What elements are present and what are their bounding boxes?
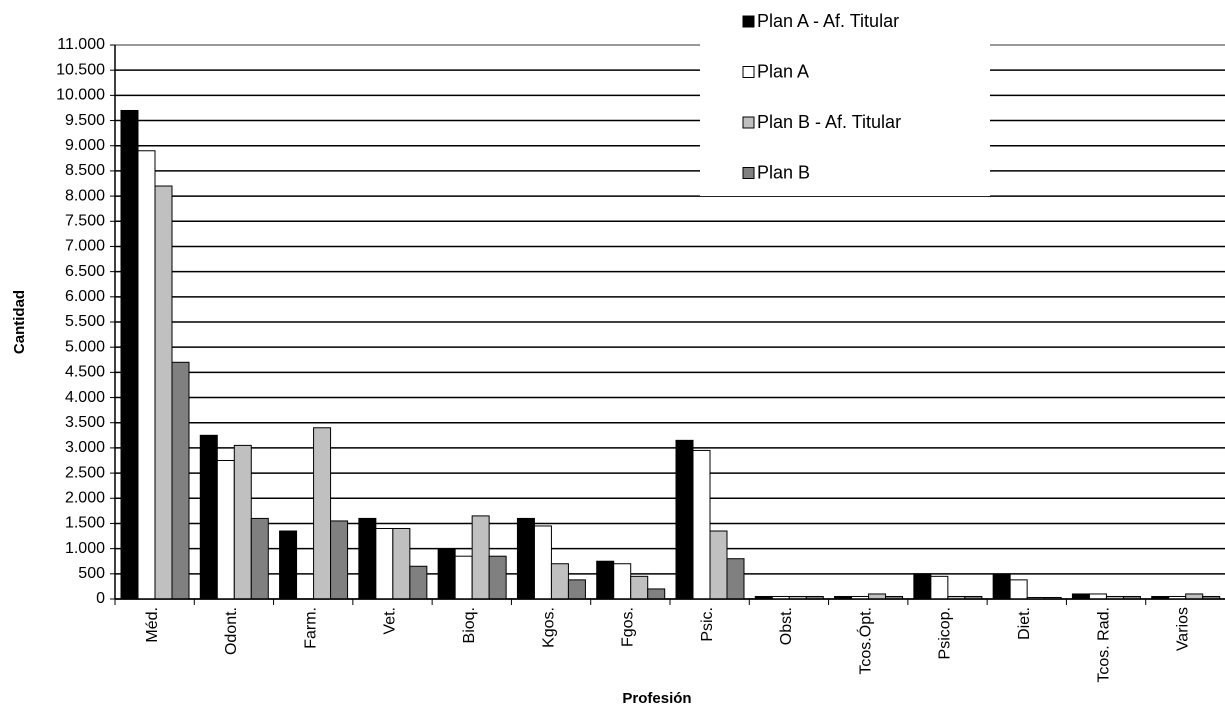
- bar: [154, 185, 173, 600]
- x-tick-label: Farm.: [302, 607, 319, 649]
- y-tick-label: 5.500: [65, 313, 105, 330]
- bar: [358, 517, 377, 600]
- y-tick-label: 0: [96, 590, 105, 607]
- x-tick-label: Diet.: [1016, 607, 1033, 640]
- x-tick-label: Bioq.: [461, 607, 478, 643]
- bar: [533, 525, 552, 600]
- x-tick-label: Tcos. Rad.: [1095, 607, 1112, 683]
- y-tick-label: 1.000: [65, 540, 105, 557]
- bar: [199, 434, 218, 600]
- bar: [1009, 579, 1028, 600]
- bar: [1088, 593, 1107, 600]
- bar: [488, 555, 507, 600]
- bar: [120, 109, 139, 600]
- x-tick-label: Kgos.: [540, 607, 557, 648]
- y-tick-label: 1.500: [65, 515, 105, 532]
- bar: [409, 565, 428, 600]
- bar: [550, 563, 569, 600]
- bar: [596, 560, 615, 600]
- y-tick-label: 9.500: [65, 112, 105, 129]
- y-axis-title: Cantidad: [11, 290, 28, 354]
- legend-label: Plan A - Af. Titular: [757, 11, 899, 31]
- y-tick-label: 10.000: [56, 87, 105, 104]
- legend-swatch: [742, 167, 755, 179]
- y-tick-label: 500: [78, 565, 105, 582]
- y-tick-label: 8.000: [65, 187, 105, 204]
- y-tick-label: 10.500: [56, 61, 105, 78]
- x-axis-title: Profesión: [622, 690, 691, 707]
- y-tick-label: 2.000: [65, 489, 105, 506]
- bar: [692, 449, 711, 600]
- bar: [647, 588, 666, 600]
- y-tick-label: 6.500: [65, 263, 105, 280]
- y-tick-label: 8.500: [65, 162, 105, 179]
- y-tick-label: 3.500: [65, 414, 105, 431]
- bar: [516, 517, 535, 600]
- bar: [930, 575, 949, 600]
- bar: [630, 575, 649, 600]
- bar: [250, 517, 269, 600]
- legend-label: Plan A: [757, 61, 809, 81]
- legend-box: [700, 0, 990, 196]
- x-tick-label: Tcos.Ópt.: [855, 607, 874, 675]
- bar: [454, 555, 473, 600]
- bar: [171, 361, 190, 600]
- y-tick-label: 4.500: [65, 364, 105, 381]
- bar: [330, 520, 349, 600]
- legend-swatch: [742, 15, 755, 28]
- legend-label: Plan B: [757, 162, 810, 182]
- y-tick-label: 5.000: [65, 338, 105, 355]
- x-tick-label: Obst.: [778, 607, 795, 645]
- bar: [613, 563, 632, 600]
- y-tick-label: 2.500: [65, 464, 105, 481]
- bar: [1071, 593, 1090, 600]
- bar: [675, 439, 694, 600]
- bar: [471, 515, 490, 600]
- legend-swatch: [742, 66, 755, 78]
- x-tick-label: Vet.: [382, 607, 399, 635]
- x-tick-label: Méd.: [144, 607, 161, 643]
- bar: [709, 530, 728, 600]
- y-tick-label: 3.000: [65, 439, 105, 456]
- bar: [279, 530, 298, 600]
- x-tick-label: Odont.: [223, 607, 240, 655]
- y-tick-label: 4.000: [65, 389, 105, 406]
- bar: [1185, 593, 1204, 600]
- bar: [437, 548, 456, 600]
- x-tick-label: Psic.: [699, 607, 716, 642]
- x-tick-label: Fgos.: [620, 607, 637, 647]
- bar: [726, 558, 745, 600]
- bar: [392, 527, 411, 600]
- bar: [137, 150, 156, 600]
- legend-swatch: [742, 116, 755, 129]
- bar: [216, 460, 235, 600]
- y-tick-label: 11.000: [57, 36, 105, 53]
- bar: [375, 527, 394, 600]
- bar: [913, 573, 932, 600]
- legend-label: Plan B - Af. Titular: [757, 112, 901, 132]
- bar: [233, 444, 252, 600]
- bar: [992, 574, 1011, 600]
- x-tick-label: Psicop.: [937, 607, 954, 659]
- x-tick-label: Varios: [1175, 607, 1192, 651]
- y-tick-label: 7.500: [65, 212, 105, 229]
- y-tick-label: 9.000: [65, 137, 105, 154]
- bar: [313, 427, 332, 600]
- bar: [567, 579, 586, 600]
- y-tick-label: 6.000: [65, 288, 105, 305]
- y-tick-label: 7.000: [65, 238, 105, 255]
- bar: [868, 593, 887, 600]
